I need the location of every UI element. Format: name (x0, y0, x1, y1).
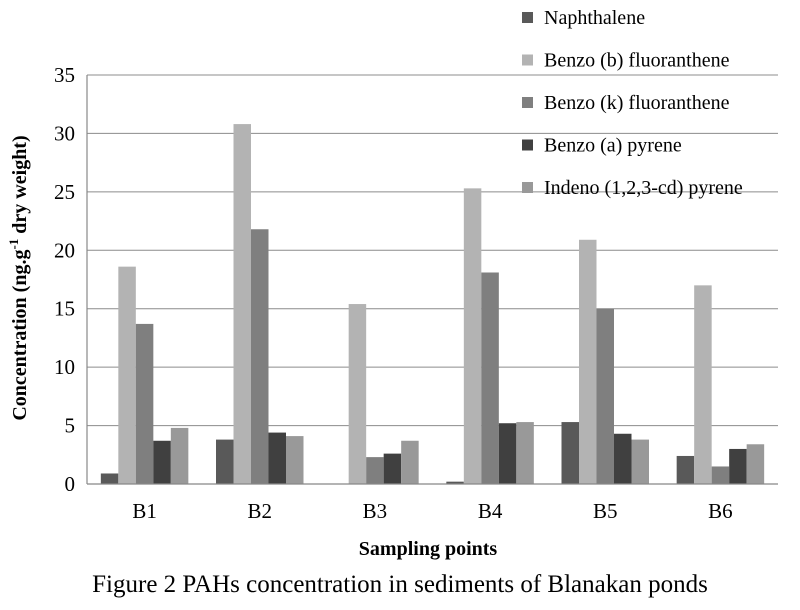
bar-b6-series-1 (676, 455, 695, 484)
legend-label: Naphthalene (544, 7, 645, 29)
legend: Naphthalene Benzo (b) fluoranthene Benzo (… (522, 7, 743, 199)
legend-label: Benzo (k) fluoranthene (544, 92, 730, 114)
bar-b5-series-3 (596, 308, 614, 484)
x-tick-label: B6 (708, 499, 733, 523)
bar-b5-series-4 (614, 433, 632, 484)
figure-caption: Figure 2 PAHs concentration in sediments… (92, 571, 708, 598)
bar-b6-series-2 (694, 285, 712, 484)
gridlines (87, 74, 778, 427)
bar-b1-series-1 (100, 473, 119, 484)
bar-b5-series-1 (561, 422, 579, 484)
y-axis-title-superscript: -1 (6, 239, 21, 250)
y-tick-label: 10 (54, 355, 75, 379)
bar-b1-series-2 (118, 266, 136, 484)
bar-b6-series-4 (729, 448, 747, 484)
bar-b1-series-4 (153, 440, 171, 484)
y-axis-title: Concentration (ng.g-1 dry weight) (6, 135, 31, 420)
legend-swatch (522, 54, 533, 66)
bar-b4-series-1 (446, 481, 464, 484)
x-tick-label: B1 (132, 499, 157, 523)
bar-b3-series-3 (366, 457, 384, 484)
bar-b4-series-5 (516, 422, 534, 484)
bar-b6-series-3 (711, 466, 730, 484)
legend-swatch (522, 182, 533, 193)
y-tick-label: 35 (54, 63, 75, 87)
y-axis-title-main: Concentration (ng.g (9, 250, 31, 421)
bar-b2-series-2 (233, 124, 251, 484)
bar-b3-series-5 (401, 440, 419, 484)
y-tick-label: 20 (54, 238, 75, 262)
bar-b1-series-5 (170, 427, 189, 484)
legend-swatch (522, 139, 533, 151)
bar-b5-series-2 (579, 239, 597, 484)
bar-b1-series-3 (135, 323, 154, 484)
bar-b4-series-4 (498, 423, 517, 484)
bar-b2-series-5 (286, 436, 304, 484)
y-axis-title-end: dry weight) (9, 135, 31, 238)
x-tick-label: B2 (247, 499, 272, 523)
bars (100, 124, 765, 484)
bar-b2-series-4 (268, 432, 286, 484)
bar-b2-series-1 (216, 439, 234, 484)
x-tick-label: B5 (593, 499, 618, 523)
legend-swatch (522, 12, 533, 23)
x-tick-label: B4 (478, 499, 503, 523)
y-tick-label: 30 (54, 121, 75, 145)
bar-b3-series-4 (383, 453, 402, 484)
x-tick-label: B3 (363, 499, 388, 523)
x-axis-title: Sampling points (359, 538, 498, 560)
legend-label: Benzo (b) fluoranthene (544, 50, 730, 72)
y-tick-label: 0 (65, 472, 76, 496)
bar-b3-series-2 (348, 304, 367, 484)
bar-b4-series-2 (463, 188, 482, 484)
y-tick-label: 5 (65, 414, 76, 438)
bar-b4-series-3 (481, 272, 499, 484)
y-tick-label: 15 (54, 297, 75, 321)
legend-swatch (522, 97, 533, 108)
bar-b5-series-5 (631, 439, 649, 484)
y-tick-label: 25 (54, 180, 75, 204)
y-tick-labels: 0 5 10 15 20 25 30 35 (54, 63, 75, 496)
legend-label: Indeno (1,2,3-cd) pyrene (544, 177, 743, 199)
x-tick-labels: B1 B2 B3 B4 B5 B6 (132, 499, 732, 523)
bar-b6-series-5 (746, 444, 765, 484)
bar-b2-series-3 (251, 229, 269, 484)
legend-label: Benzo (a) pyrene (544, 135, 682, 157)
